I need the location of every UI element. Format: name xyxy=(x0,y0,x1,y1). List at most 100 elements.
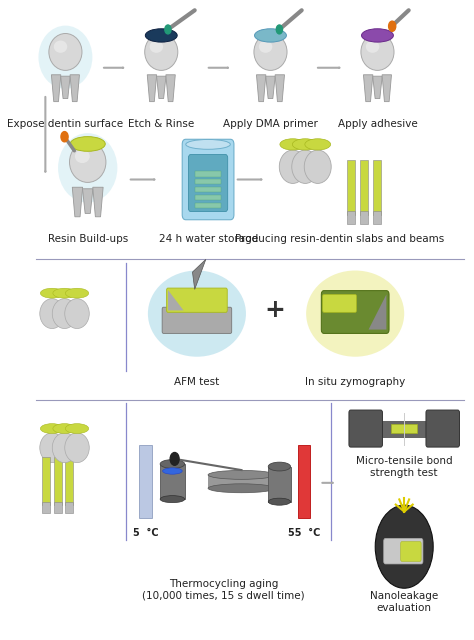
Polygon shape xyxy=(147,75,156,102)
Ellipse shape xyxy=(53,424,76,433)
Ellipse shape xyxy=(259,40,273,53)
Text: 55  °C: 55 °C xyxy=(288,527,320,538)
Bar xyxy=(195,195,221,200)
Text: +: + xyxy=(264,298,285,323)
Ellipse shape xyxy=(254,33,287,70)
Ellipse shape xyxy=(65,424,89,433)
Circle shape xyxy=(165,25,171,34)
Ellipse shape xyxy=(146,29,177,42)
Ellipse shape xyxy=(268,462,291,471)
Ellipse shape xyxy=(65,299,89,328)
FancyBboxPatch shape xyxy=(321,291,389,333)
Text: 5  °C: 5 °C xyxy=(133,527,158,538)
Circle shape xyxy=(61,132,68,142)
Bar xyxy=(360,211,368,224)
Text: Thermocycling aging
(10,000 times, 15 s dwell time): Thermocycling aging (10,000 times, 15 s … xyxy=(142,579,305,600)
Ellipse shape xyxy=(65,288,89,298)
FancyBboxPatch shape xyxy=(401,541,421,561)
FancyBboxPatch shape xyxy=(162,307,232,333)
Ellipse shape xyxy=(52,299,77,328)
Ellipse shape xyxy=(305,139,330,150)
Polygon shape xyxy=(275,75,284,102)
Ellipse shape xyxy=(150,40,163,53)
Ellipse shape xyxy=(268,498,291,505)
Bar xyxy=(54,458,62,505)
Ellipse shape xyxy=(65,433,89,463)
Bar xyxy=(268,467,291,502)
Text: Micro-tensile bond
strength test: Micro-tensile bond strength test xyxy=(356,456,453,477)
Ellipse shape xyxy=(362,29,393,42)
Bar xyxy=(392,424,417,433)
FancyBboxPatch shape xyxy=(182,140,234,220)
Ellipse shape xyxy=(163,468,182,474)
Text: Producing resin-dentin slabs and beams: Producing resin-dentin slabs and beams xyxy=(235,234,444,244)
Text: In situ zymography: In situ zymography xyxy=(305,378,405,387)
Bar xyxy=(374,161,382,214)
Bar xyxy=(360,161,368,214)
Polygon shape xyxy=(82,189,93,213)
Text: Expose dentin surface: Expose dentin surface xyxy=(8,119,124,129)
Bar xyxy=(139,445,152,518)
Ellipse shape xyxy=(70,136,105,151)
Ellipse shape xyxy=(52,433,77,463)
Polygon shape xyxy=(192,259,206,289)
Text: Apply DMA primer: Apply DMA primer xyxy=(223,119,318,129)
Ellipse shape xyxy=(54,40,67,53)
Ellipse shape xyxy=(208,484,275,493)
Bar xyxy=(374,211,382,224)
Bar xyxy=(195,172,221,177)
Ellipse shape xyxy=(280,139,306,150)
Text: Apply adhesive: Apply adhesive xyxy=(337,119,417,129)
Ellipse shape xyxy=(361,33,394,70)
Polygon shape xyxy=(369,294,386,330)
Ellipse shape xyxy=(38,26,92,89)
Polygon shape xyxy=(168,290,183,310)
Bar xyxy=(346,161,355,214)
Text: 24 h water storage: 24 h water storage xyxy=(158,234,258,244)
Bar xyxy=(381,420,428,436)
Bar xyxy=(346,211,355,224)
Bar xyxy=(298,445,310,518)
Ellipse shape xyxy=(255,29,286,42)
Ellipse shape xyxy=(304,150,331,184)
Bar xyxy=(65,458,73,505)
Ellipse shape xyxy=(186,140,230,149)
Bar xyxy=(160,464,185,499)
FancyBboxPatch shape xyxy=(189,154,228,211)
Ellipse shape xyxy=(70,142,106,182)
Circle shape xyxy=(389,21,396,31)
Ellipse shape xyxy=(292,150,319,184)
Bar xyxy=(54,502,62,513)
Polygon shape xyxy=(256,75,266,102)
Polygon shape xyxy=(70,75,80,102)
FancyBboxPatch shape xyxy=(167,288,227,312)
Ellipse shape xyxy=(148,271,246,356)
Circle shape xyxy=(276,25,283,34)
Polygon shape xyxy=(61,76,70,99)
Ellipse shape xyxy=(160,460,185,468)
Ellipse shape xyxy=(160,495,185,502)
Ellipse shape xyxy=(208,470,275,479)
FancyBboxPatch shape xyxy=(323,294,356,312)
Text: AFM test: AFM test xyxy=(174,378,219,387)
Ellipse shape xyxy=(53,288,76,298)
Ellipse shape xyxy=(40,433,64,463)
Bar xyxy=(195,188,221,193)
Bar xyxy=(65,502,73,513)
Polygon shape xyxy=(51,75,61,102)
FancyBboxPatch shape xyxy=(384,538,423,564)
Bar xyxy=(195,204,221,208)
FancyBboxPatch shape xyxy=(426,410,459,447)
Polygon shape xyxy=(93,188,103,217)
Bar xyxy=(208,475,275,488)
Ellipse shape xyxy=(49,33,82,70)
Polygon shape xyxy=(373,76,382,99)
Ellipse shape xyxy=(40,299,64,328)
Ellipse shape xyxy=(279,150,306,184)
Ellipse shape xyxy=(40,424,64,433)
Ellipse shape xyxy=(306,271,404,356)
Circle shape xyxy=(375,505,433,588)
Ellipse shape xyxy=(40,288,64,298)
Circle shape xyxy=(170,452,179,465)
Polygon shape xyxy=(364,75,373,102)
